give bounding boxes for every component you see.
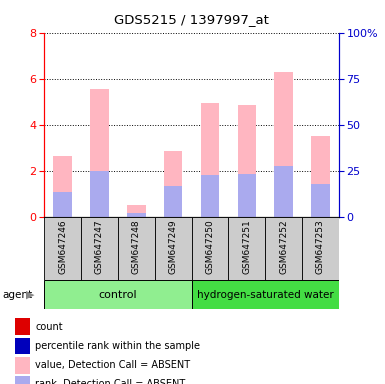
Bar <box>81 217 118 280</box>
Bar <box>90 89 109 217</box>
Text: count: count <box>35 322 63 332</box>
Bar <box>15 357 30 374</box>
Bar <box>44 280 192 309</box>
Bar <box>127 213 146 217</box>
Bar <box>164 151 182 217</box>
Bar <box>15 376 30 384</box>
Bar <box>265 217 302 280</box>
Bar <box>238 174 256 217</box>
Bar <box>201 103 219 217</box>
Text: GSM647250: GSM647250 <box>206 220 214 274</box>
Text: GSM647249: GSM647249 <box>169 220 177 274</box>
Bar <box>127 205 146 217</box>
Text: agent: agent <box>2 290 32 300</box>
Bar <box>238 105 256 217</box>
Text: rank, Detection Call = ABSENT: rank, Detection Call = ABSENT <box>35 379 186 384</box>
Text: GSM647251: GSM647251 <box>242 220 251 274</box>
Bar <box>275 72 293 217</box>
Bar <box>228 217 265 280</box>
Text: ▶: ▶ <box>26 290 35 300</box>
Bar <box>54 192 72 217</box>
Text: GSM647248: GSM647248 <box>132 220 141 274</box>
Bar <box>311 184 330 217</box>
Text: hydrogen-saturated water: hydrogen-saturated water <box>197 290 333 300</box>
Text: value, Detection Call = ABSENT: value, Detection Call = ABSENT <box>35 360 191 370</box>
Bar <box>192 280 339 309</box>
Bar <box>275 166 293 217</box>
Bar <box>118 217 155 280</box>
Text: GDS5215 / 1397997_at: GDS5215 / 1397997_at <box>114 13 269 26</box>
Text: GSM647246: GSM647246 <box>58 220 67 274</box>
Text: percentile rank within the sample: percentile rank within the sample <box>35 341 200 351</box>
Bar <box>44 217 81 280</box>
Bar <box>90 171 109 217</box>
Bar <box>15 318 30 335</box>
Bar <box>54 156 72 217</box>
Text: GSM647253: GSM647253 <box>316 220 325 274</box>
Bar <box>164 185 182 217</box>
Bar <box>155 217 192 280</box>
Text: GSM647252: GSM647252 <box>279 220 288 274</box>
Bar <box>15 338 30 354</box>
Bar <box>311 136 330 217</box>
Text: control: control <box>99 290 137 300</box>
Bar <box>201 175 219 217</box>
Bar <box>302 217 339 280</box>
Text: GSM647247: GSM647247 <box>95 220 104 274</box>
Bar <box>192 217 228 280</box>
